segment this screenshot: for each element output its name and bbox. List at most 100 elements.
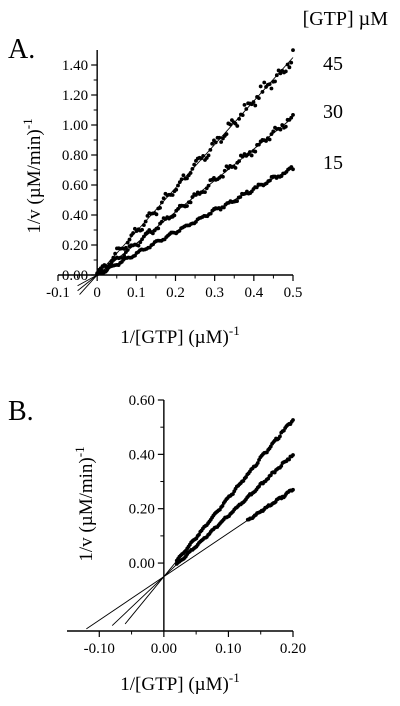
data-point-30 (109, 260, 114, 265)
data-point-30 (264, 139, 268, 143)
x-tick-label: -0.10 (84, 641, 115, 657)
data-point-45 (177, 180, 182, 185)
data-point-45 (255, 461, 260, 465)
panel-a-label: A. (8, 34, 35, 65)
data-point-15 (238, 195, 243, 199)
y-tick-label: 0.00 (62, 268, 88, 284)
data-point-30 (237, 159, 242, 164)
panel-b-chart: B. -0.10 0.00 0.10 0.20 0.00 0.20 0.40 0.60 1/[… (8, 393, 306, 695)
legend-title: [GTP] µM (303, 8, 389, 30)
y-tick-label: 1.20 (62, 88, 88, 104)
data-point-45 (289, 60, 294, 65)
panel-a-chart: A. -0.1 0 0.1 0.2 0.3 0.4 0.5 0.00 0.20 0.40 0.60 0… (8, 34, 302, 348)
data-point-45 (192, 162, 197, 167)
y-tick-label: 0.20 (129, 502, 155, 518)
data-point-45 (283, 69, 288, 74)
panel-a-x-axis-label: 1/[GTP] (µM)-1 (120, 323, 239, 348)
data-point-45 (267, 82, 272, 87)
data-point-15 (268, 178, 272, 183)
data-point-30 (240, 154, 245, 159)
data-point-45 (273, 79, 277, 84)
data-point-15 (291, 487, 295, 492)
data-point-45 (251, 100, 256, 104)
data-point-45 (242, 102, 247, 107)
data-point-45 (161, 196, 166, 201)
data-point-45 (217, 135, 222, 140)
data-point-45 (240, 113, 245, 117)
data-point-45 (269, 86, 274, 91)
data-point-45 (208, 147, 213, 152)
x-tick-label: 0.1 (127, 285, 146, 301)
data-point-30 (176, 207, 180, 211)
data-point-30 (267, 137, 272, 142)
y-tick-label: 0.40 (129, 447, 155, 463)
data-point-45 (253, 103, 258, 108)
data-point-15 (221, 205, 226, 210)
data-point-45 (154, 212, 159, 217)
panel-a-points (95, 48, 295, 277)
panel-a-axes: -0.1 0 0.1 0.2 0.3 0.4 0.5 0.00 0.20 0.40 0.60 0.80… (46, 50, 302, 301)
y-tick-label: 0.60 (62, 178, 88, 194)
data-point-15 (235, 199, 239, 203)
data-point-30 (249, 153, 254, 158)
data-point-15 (291, 167, 295, 172)
data-point-45 (181, 173, 186, 178)
x-tick-label: 0.3 (205, 285, 224, 301)
x-tick-label: 0.5 (284, 285, 303, 301)
data-point-45 (125, 240, 130, 245)
y-tick-label: 1.40 (62, 58, 88, 74)
data-point-30 (279, 464, 284, 468)
data-point-45 (179, 177, 184, 182)
y-tick-label: 0.20 (62, 238, 88, 254)
x-tick-label: 0 (93, 285, 101, 301)
data-point-45 (291, 418, 295, 422)
x-tick-label: 0.2 (166, 285, 185, 301)
data-point-45 (127, 237, 132, 242)
data-point-30 (125, 248, 130, 252)
data-point-30 (159, 219, 164, 224)
data-point-15 (208, 211, 213, 216)
panel-b-x-axis-label: 1/[GTP] (µM)-1 (120, 670, 239, 695)
y-tick-label: 1.00 (62, 118, 88, 134)
data-point-30 (206, 183, 211, 188)
data-point-30 (136, 243, 141, 248)
data-point-45 (262, 80, 267, 85)
data-point-45 (158, 205, 162, 210)
data-point-45 (174, 187, 179, 192)
data-point-30 (141, 234, 146, 239)
data-point-45 (145, 213, 150, 218)
x-tick-label: -0.1 (46, 285, 70, 301)
x-tick-label: 0.20 (280, 641, 306, 657)
data-point-45 (278, 434, 282, 439)
data-point-30 (291, 453, 295, 457)
data-point-30 (150, 231, 155, 236)
data-point-30 (278, 127, 283, 132)
panel-b-label: B. (8, 396, 34, 427)
data-point-45 (219, 140, 224, 144)
panel-b-fit-lines (86, 418, 294, 630)
data-point-45 (235, 124, 240, 128)
data-point-45 (131, 231, 135, 235)
data-point-45 (228, 122, 233, 127)
data-point-45 (140, 227, 144, 232)
data-point-45 (220, 503, 225, 508)
data-point-45 (206, 153, 211, 158)
legend-entry-15: 15 (323, 152, 343, 174)
x-tick-label: 0.4 (244, 285, 263, 301)
data-point-30 (185, 204, 189, 208)
data-point-30 (188, 200, 193, 205)
x-tick-label: 0.00 (151, 641, 177, 657)
data-point-30 (283, 124, 288, 129)
data-point-45 (210, 141, 215, 146)
data-point-45 (291, 48, 295, 53)
data-point-30 (156, 226, 161, 231)
data-point-45 (113, 251, 118, 256)
data-point-30 (138, 240, 143, 245)
panel-a-fit-lines (77, 57, 294, 295)
panel-b-points (174, 418, 295, 566)
data-point-45 (258, 84, 263, 89)
data-point-30 (269, 132, 274, 137)
data-point-45 (143, 219, 148, 224)
data-point-45 (201, 154, 206, 158)
